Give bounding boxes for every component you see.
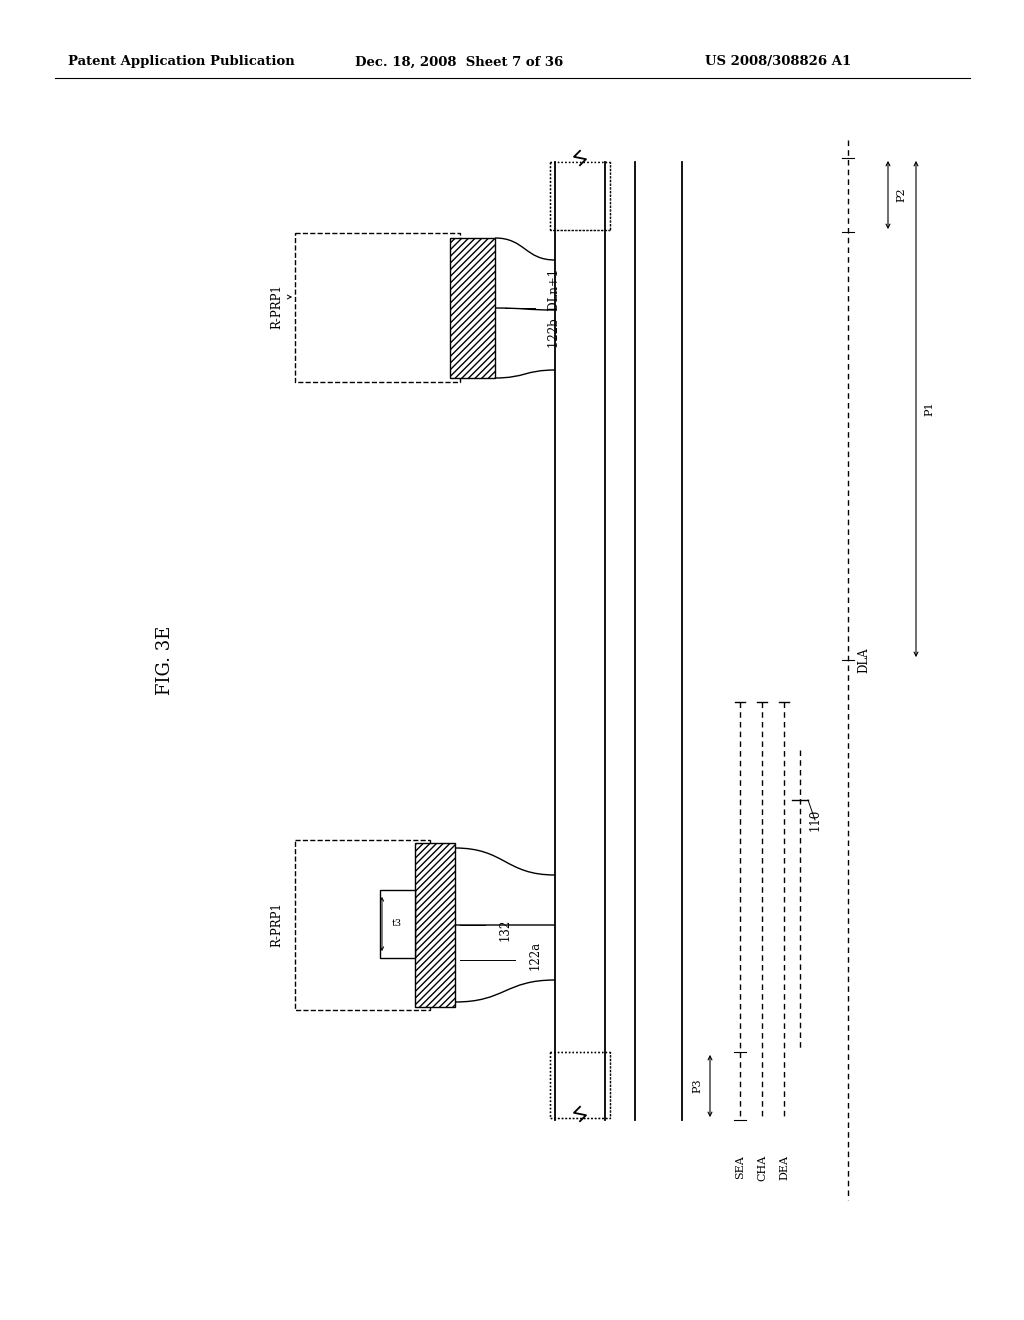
Text: Dec. 18, 2008  Sheet 7 of 36: Dec. 18, 2008 Sheet 7 of 36 xyxy=(355,55,563,69)
Text: 132: 132 xyxy=(499,919,512,941)
Bar xyxy=(295,234,460,381)
Text: CHA: CHA xyxy=(757,1155,767,1181)
Text: 122a: 122a xyxy=(528,940,542,970)
Text: 122b  DLn+1: 122b DLn+1 xyxy=(549,268,561,347)
Bar xyxy=(450,238,495,378)
Text: US 2008/308826 A1: US 2008/308826 A1 xyxy=(705,55,851,69)
Text: R-PRP1: R-PRP1 xyxy=(270,903,283,948)
Bar xyxy=(415,843,455,1007)
Bar xyxy=(550,1052,610,1118)
Text: SEA: SEA xyxy=(735,1155,745,1179)
Bar xyxy=(295,840,430,1010)
Text: FIG. 3E: FIG. 3E xyxy=(156,626,174,694)
Text: t3: t3 xyxy=(392,920,402,928)
Bar xyxy=(555,162,605,228)
Bar xyxy=(550,162,610,230)
Text: P3: P3 xyxy=(692,1078,702,1093)
Text: 110: 110 xyxy=(809,809,821,832)
Bar xyxy=(380,890,415,958)
Text: DLA: DLA xyxy=(857,647,870,673)
Text: Patent Application Publication: Patent Application Publication xyxy=(68,55,295,69)
Text: P1: P1 xyxy=(924,401,934,416)
Text: DEA: DEA xyxy=(779,1155,790,1180)
Text: P2: P2 xyxy=(896,187,906,202)
Text: R-PRP1: R-PRP1 xyxy=(270,285,283,330)
